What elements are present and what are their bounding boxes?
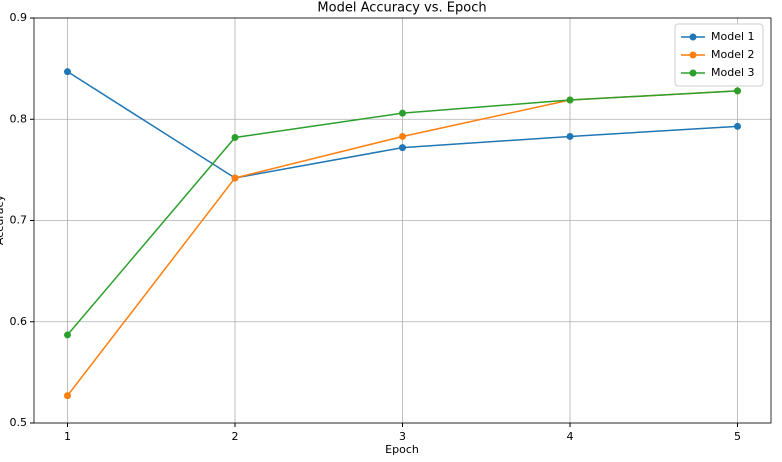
y-tick-label: 0.8 <box>10 112 28 125</box>
plot-frame <box>33 17 772 424</box>
legend-label: Model 1 <box>711 30 755 43</box>
data-point <box>231 133 239 141</box>
data-point <box>231 174 239 182</box>
data-point <box>64 392 71 400</box>
x-tick-label: 3 <box>399 430 406 443</box>
data-point <box>734 122 741 130</box>
data-point <box>64 331 71 339</box>
y-tick-label: 0.7 <box>10 214 28 227</box>
data-point <box>566 132 574 140</box>
legend-label: Model 2 <box>711 48 755 61</box>
y-axis-label: Accuracy <box>0 194 6 245</box>
data-point <box>399 144 406 152</box>
x-tick-label: 2 <box>232 430 239 443</box>
legend-marker <box>689 69 697 77</box>
legend-marker <box>689 33 697 41</box>
legend-box <box>674 23 764 87</box>
data-point <box>399 109 406 117</box>
x-axis-label: Epoch <box>385 443 419 456</box>
x-tick-label: 5 <box>734 430 741 443</box>
data-point <box>734 87 741 95</box>
y-tick-label: 0.6 <box>10 315 28 328</box>
y-tick-label: 0.5 <box>10 416 28 429</box>
y-tick-label: 0.9 <box>10 11 28 24</box>
legend-label: Model 3 <box>711 66 755 79</box>
chart-title: Model Accuracy vs. Epoch <box>317 1 486 16</box>
x-tick-label: 4 <box>567 430 574 443</box>
data-point <box>399 132 406 140</box>
data-point <box>64 68 71 76</box>
legend-marker <box>689 51 697 59</box>
data-point <box>566 96 574 104</box>
x-tick-label: 1 <box>64 430 71 443</box>
legend: Model 1 Model 2 Model 3 <box>674 23 764 87</box>
